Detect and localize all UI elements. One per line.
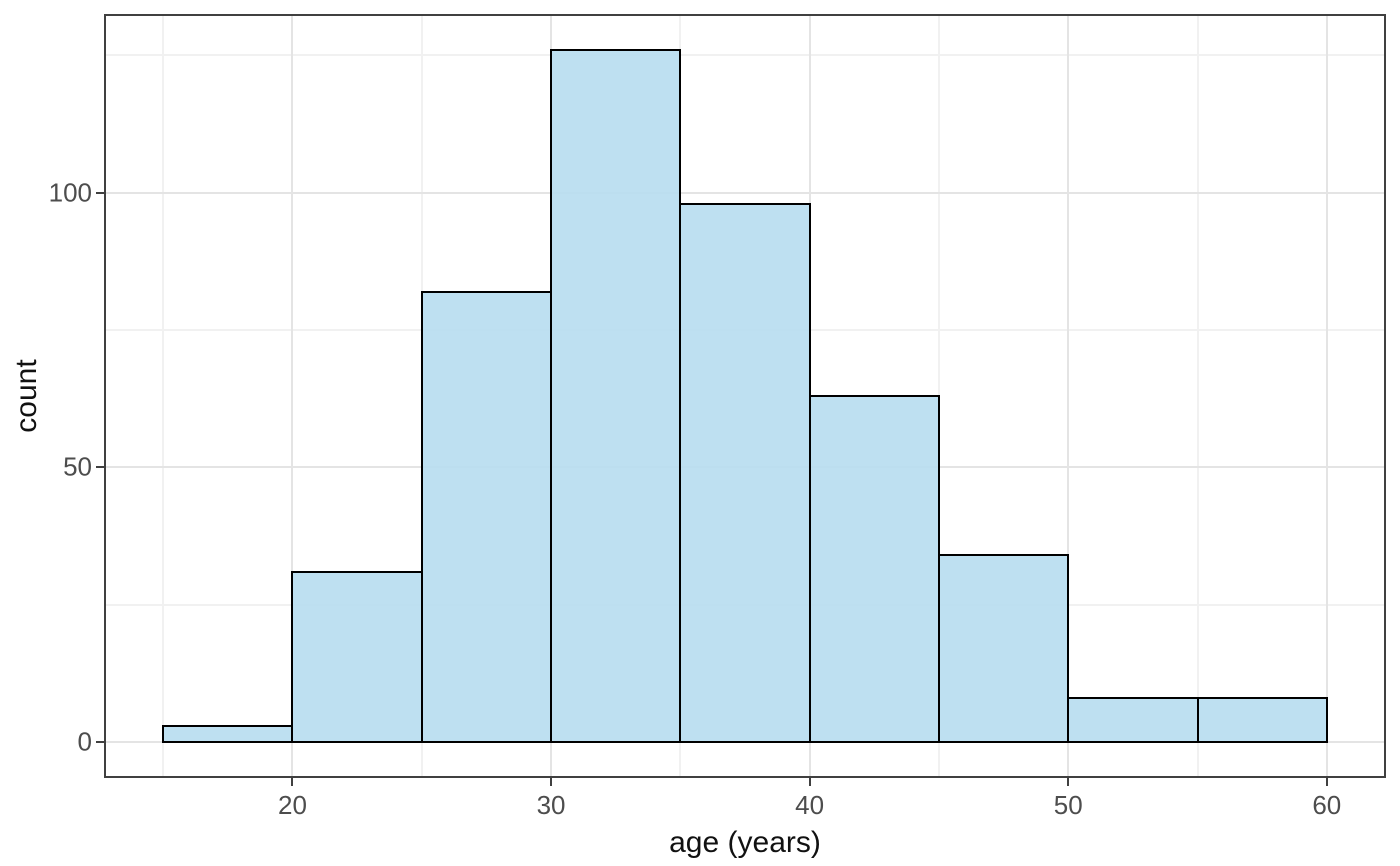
x-axis-title: age (years) bbox=[669, 826, 821, 859]
x-tick-label: 20 bbox=[278, 790, 307, 820]
gridline-major-x bbox=[291, 15, 294, 777]
histogram-bar bbox=[808, 395, 940, 744]
y-tick-label: 0 bbox=[77, 726, 92, 757]
x-tick-label: 40 bbox=[795, 790, 825, 820]
gridline-major-y bbox=[105, 191, 1385, 194]
y-tick-mark bbox=[96, 741, 104, 744]
gridline-major-x bbox=[1067, 15, 1070, 777]
histogram-bar bbox=[291, 570, 423, 744]
gridline-major-x bbox=[1325, 15, 1328, 777]
x-tick-label: 60 bbox=[1312, 790, 1342, 820]
y-tick-label: 50 bbox=[63, 451, 92, 482]
x-tick-mark bbox=[1325, 778, 1328, 786]
histogram-bar bbox=[937, 554, 1070, 744]
histogram-bar bbox=[550, 48, 682, 744]
gridline-minor-x bbox=[1196, 15, 1199, 777]
x-tick-mark bbox=[1067, 778, 1070, 786]
y-tick-mark bbox=[96, 466, 104, 469]
x-tick-label: 50 bbox=[1053, 790, 1083, 820]
x-tick-mark bbox=[291, 778, 294, 786]
y-tick-mark bbox=[96, 191, 104, 194]
histogram-bar bbox=[420, 290, 553, 744]
x-tick-mark bbox=[808, 778, 811, 786]
x-tick-mark bbox=[550, 778, 553, 786]
gridline-minor-x bbox=[162, 15, 165, 777]
histogram-bar bbox=[1196, 697, 1328, 744]
y-tick-label: 100 bbox=[48, 177, 92, 208]
y-axis-title: count bbox=[10, 359, 43, 433]
gridline-minor-y bbox=[105, 54, 1385, 57]
x-tick-label: 30 bbox=[536, 790, 566, 820]
